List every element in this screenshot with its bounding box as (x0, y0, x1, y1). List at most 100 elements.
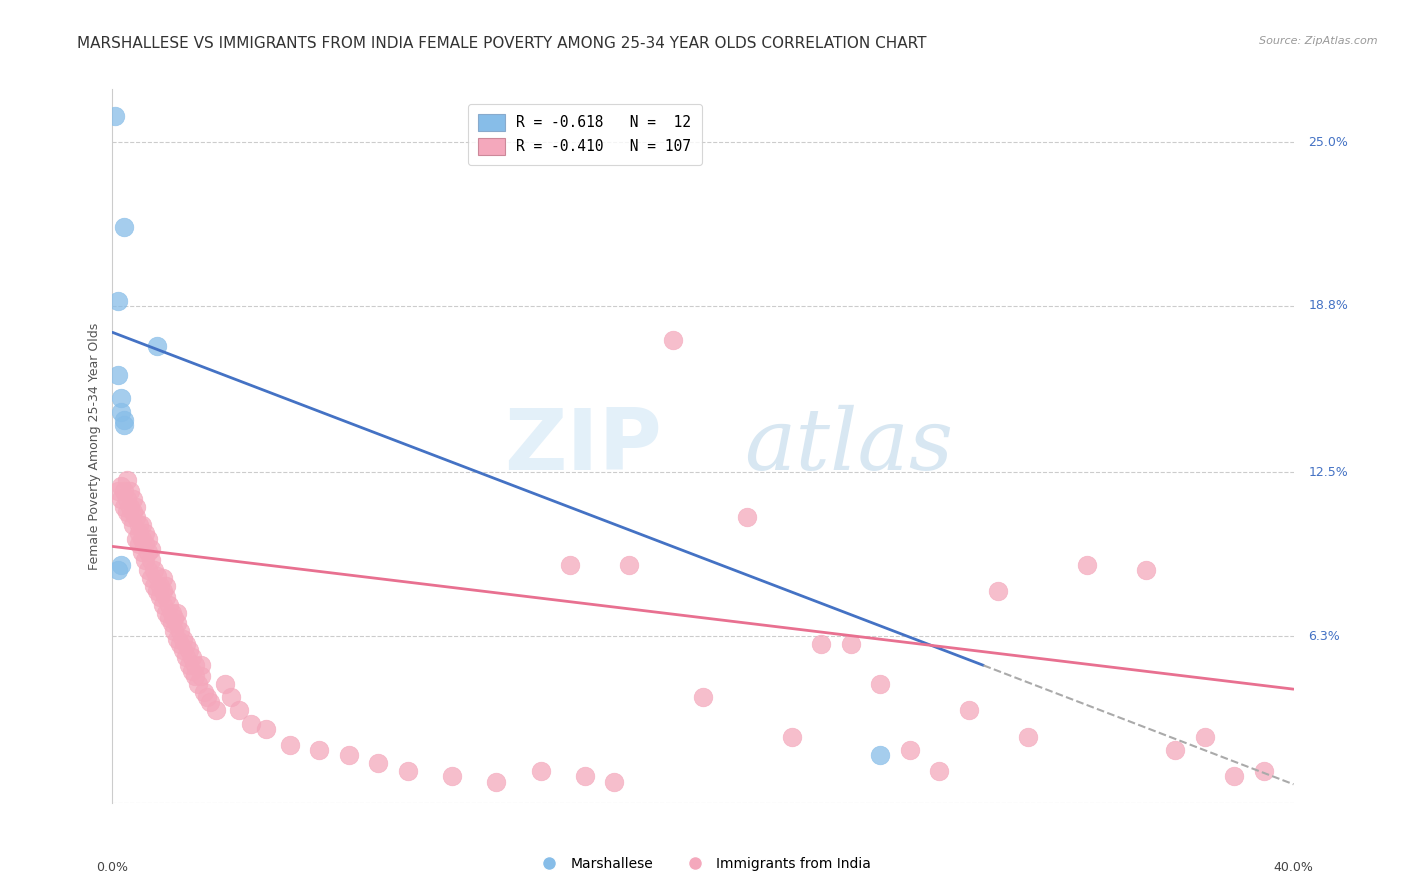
Point (110, 392, 132, 406)
Point (181, 650, 204, 665)
Text: 40.0%: 40.0% (1274, 861, 1313, 874)
Text: atlas: atlas (744, 405, 953, 487)
Point (240, 716, 263, 731)
Legend: Marshallese, Immigrants from India: Marshallese, Immigrants from India (530, 851, 876, 876)
Point (117, 474, 138, 488)
Point (146, 338, 169, 352)
Point (134, 537, 156, 551)
Point (174, 650, 197, 665)
Text: 0.0%: 0.0% (97, 861, 128, 874)
Y-axis label: Female Poverty Among 25-34 Year Olds: Female Poverty Among 25-34 Year Olds (89, 322, 101, 570)
Point (139, 571, 162, 585)
Point (163, 624, 186, 638)
Point (107, 483, 129, 498)
Point (112, 412, 135, 426)
Point (529, 764, 551, 778)
Point (166, 632, 188, 646)
Point (112, 417, 135, 432)
Point (112, 219, 135, 234)
Point (112, 500, 135, 514)
Point (367, 756, 389, 771)
Point (603, 774, 626, 789)
Point (928, 764, 950, 778)
Point (139, 542, 162, 557)
Point (619, 558, 641, 572)
Point (131, 518, 153, 533)
Point (107, 293, 129, 308)
Point (128, 537, 150, 551)
Point (172, 642, 194, 657)
Point (780, 730, 803, 744)
Point (155, 579, 177, 593)
Point (152, 598, 174, 612)
Point (574, 769, 596, 783)
Point (128, 526, 150, 541)
Point (163, 611, 186, 625)
Point (125, 532, 148, 546)
Point (131, 532, 153, 546)
Point (195, 690, 218, 704)
Point (149, 590, 172, 604)
Point (136, 563, 159, 577)
Point (152, 571, 174, 585)
Point (169, 637, 191, 651)
Point (120, 500, 142, 514)
Point (219, 690, 242, 704)
Text: Source: ZipAtlas.com: Source: ZipAtlas.com (1260, 36, 1378, 45)
Point (172, 632, 194, 646)
Point (278, 738, 301, 752)
Legend: R = -0.618   N =  12, R = -0.410   N = 107: R = -0.618 N = 12, R = -0.410 N = 107 (468, 103, 702, 165)
Point (107, 563, 129, 577)
Point (169, 624, 191, 638)
Point (810, 637, 832, 651)
Point (254, 722, 277, 736)
Point (187, 677, 209, 691)
Point (166, 606, 188, 620)
Point (134, 552, 156, 566)
Text: 6.3%: 6.3% (1309, 630, 1340, 643)
Point (160, 606, 183, 620)
Point (987, 584, 1010, 599)
Point (485, 774, 508, 789)
Point (441, 769, 464, 783)
Point (122, 491, 145, 506)
Point (166, 616, 188, 631)
Point (179, 658, 201, 673)
Point (110, 491, 132, 506)
Point (692, 690, 714, 704)
Point (1253, 764, 1275, 778)
Text: ZIP: ZIP (503, 404, 662, 488)
Point (157, 611, 180, 625)
Point (110, 404, 132, 418)
Point (396, 764, 419, 778)
Point (110, 478, 132, 492)
Point (174, 637, 197, 651)
Point (160, 616, 183, 631)
Point (117, 491, 138, 506)
Point (131, 545, 153, 559)
Point (125, 510, 148, 524)
Point (839, 637, 862, 651)
Point (146, 568, 169, 582)
Point (190, 669, 212, 683)
Point (112, 483, 135, 498)
Point (184, 658, 207, 673)
Point (558, 558, 582, 572)
Point (128, 518, 150, 533)
Point (190, 658, 212, 673)
Point (149, 579, 172, 593)
Point (136, 545, 159, 559)
Point (117, 505, 138, 519)
Point (139, 552, 162, 566)
Point (122, 505, 145, 519)
Point (110, 558, 132, 572)
Point (193, 685, 215, 699)
Point (1017, 730, 1039, 744)
Text: 25.0%: 25.0% (1309, 136, 1348, 149)
Point (1164, 743, 1187, 757)
Point (152, 584, 174, 599)
Point (142, 579, 165, 593)
Point (125, 500, 148, 514)
Point (181, 664, 204, 678)
Point (1194, 730, 1216, 744)
